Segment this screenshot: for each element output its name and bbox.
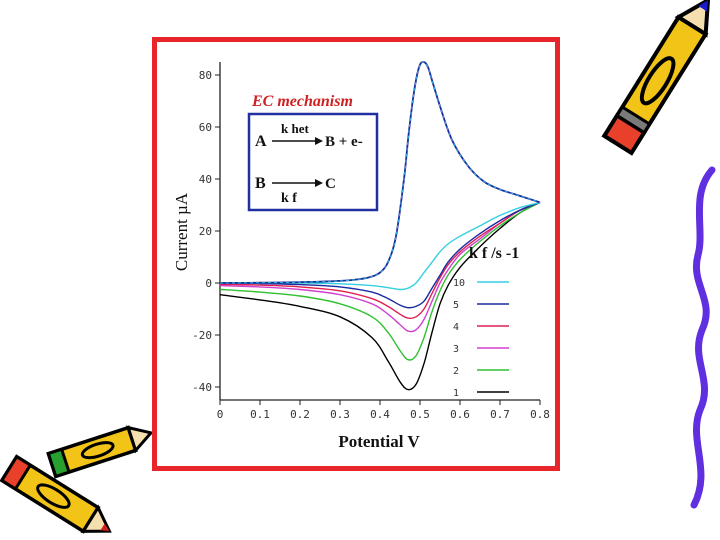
y-tick-label: -40 — [192, 381, 212, 394]
y-tick-label: 60 — [199, 121, 212, 134]
legend-label: 3 — [453, 344, 459, 355]
inset-title: EC mechanism — [251, 93, 353, 110]
plot-legend: 10 5 4 3 2 1 — [453, 278, 509, 399]
x-tick-label: 0.2 — [290, 408, 310, 421]
forward-sweep-overlay — [219, 61, 541, 284]
reaction2-rate: k f — [281, 191, 297, 206]
squiggle-line — [690, 166, 716, 509]
plot-ticks: 0 0.1 0.2 0.3 0.4 0.5 0.6 0.7 0.8 80 60 40 20 0 -20 -40 — [192, 69, 550, 421]
reaction1-product: B + e- — [325, 134, 363, 150]
y-axis-label: Current µA — [172, 192, 191, 271]
legend-label: 2 — [453, 366, 459, 377]
y-tick-label: 80 — [199, 69, 212, 82]
reverse-sweep-5 — [219, 201, 541, 309]
x-tick-label: 0.6 — [450, 408, 470, 421]
reverse-sweep-1 — [219, 201, 541, 391]
y-tick-label: -20 — [192, 329, 212, 342]
reverse-sweep-4 — [219, 201, 541, 319]
x-tick-label: 0.8 — [530, 408, 550, 421]
reaction1-arrowhead — [315, 137, 323, 145]
reaction1-rate: k het — [281, 121, 309, 136]
legend-label: 5 — [453, 300, 459, 311]
plot-curves — [219, 60, 541, 391]
reverse-sweep-3 — [219, 201, 541, 333]
legend-title: k f /s -1 — [469, 245, 519, 262]
pencil-icon — [0, 454, 112, 534]
reaction2-arrowhead — [315, 179, 323, 187]
x-tick-label: 0.4 — [370, 408, 390, 421]
y-tick-label: 0 — [205, 277, 212, 290]
x-tick-label: 0.5 — [410, 408, 430, 421]
legend-label: 10 — [453, 278, 465, 289]
x-tick-label: 0.7 — [490, 408, 510, 421]
y-tick-label: 40 — [199, 173, 212, 186]
legend-label: 1 — [453, 388, 459, 399]
pencil-icon — [46, 425, 154, 479]
x-axis-label: Potential V — [338, 432, 420, 451]
inset-box: EC mechanism A k het B + e- B k f C — [247, 93, 379, 212]
reaction2-reactant: B — [255, 175, 266, 192]
reverse-sweep-10 — [220, 201, 541, 291]
x-tick-label: 0.3 — [330, 408, 350, 421]
chart-frame: 0 0.1 0.2 0.3 0.4 0.5 0.6 0.7 0.8 80 60 40 20 0 -20 -40… — [152, 37, 560, 471]
legend-label: 4 — [453, 322, 459, 333]
y-tick-label: 20 — [199, 225, 212, 238]
reaction2-product: C — [325, 176, 336, 192]
pencil-icon — [601, 0, 711, 156]
x-tick-label: 0.1 — [250, 408, 270, 421]
reverse-sweep-2 — [219, 201, 541, 361]
x-tick-label: 0 — [217, 408, 224, 421]
cv-chart: 0 0.1 0.2 0.3 0.4 0.5 0.6 0.7 0.8 80 60 40 20 0 -20 -40… — [172, 60, 550, 451]
reaction1-reactant: A — [255, 133, 267, 150]
